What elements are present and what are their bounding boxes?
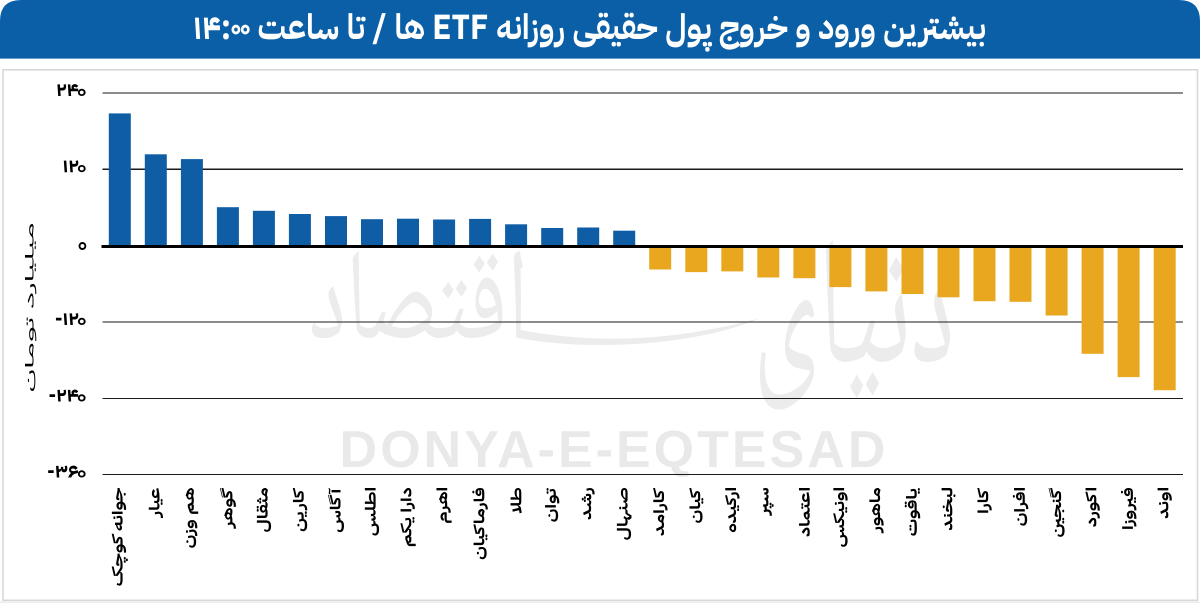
svg-text:DONYA-E-EQTESAD: DONYA-E-EQTESAD <box>340 421 889 479</box>
